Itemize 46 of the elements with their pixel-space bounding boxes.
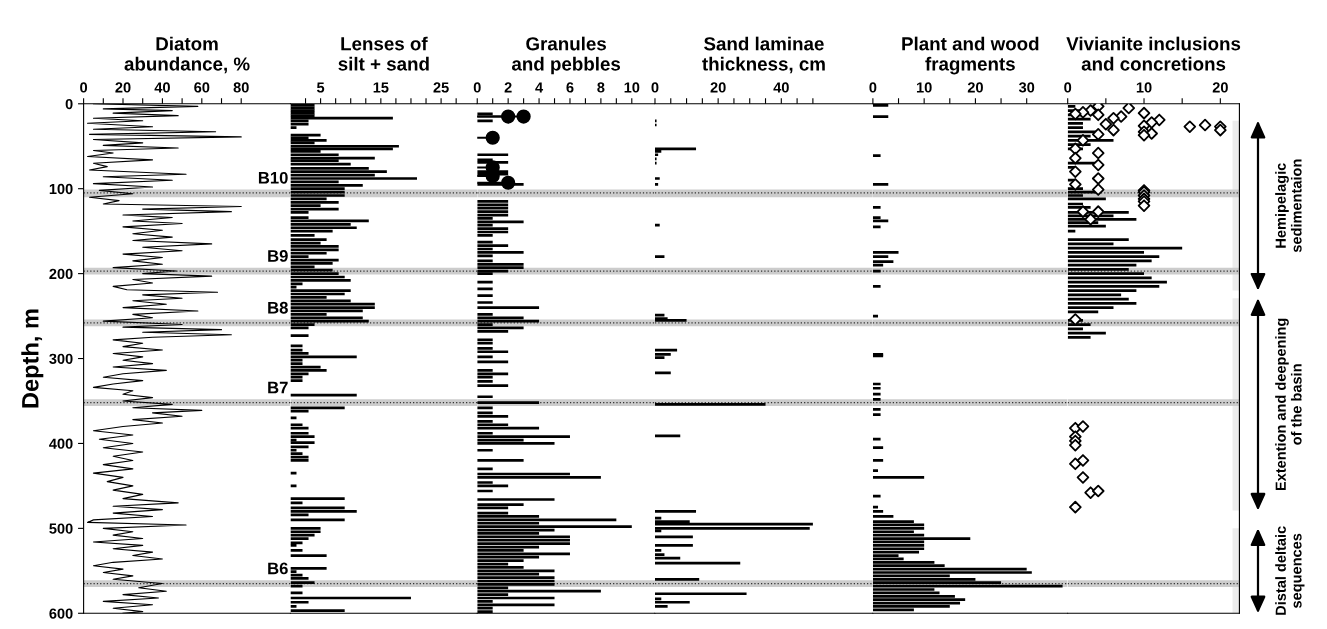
- ref-line-label: B8: [268, 301, 288, 314]
- x-tick-label: 30: [1018, 82, 1035, 93]
- x-tick-label: 8: [597, 82, 605, 93]
- band-label: Distal deltaic sequences: [1275, 526, 1305, 615]
- chart-title: Sand laminae thickness, cm: [702, 36, 825, 74]
- x-tick-label: 0: [80, 82, 88, 93]
- x-tick-label: 10: [1136, 82, 1152, 93]
- x-tick-label: 25: [433, 82, 449, 93]
- x-tick-label: 10: [624, 82, 640, 93]
- x-tick-label: 10: [916, 82, 932, 93]
- x-tick-label: 20: [1212, 82, 1228, 93]
- band-label: Extention and deepening of the basin: [1275, 318, 1302, 491]
- band-label: Hemipelagic sedimentaion: [1275, 159, 1302, 253]
- x-tick-label: 0: [869, 82, 877, 93]
- chart-title: Lenses of silt + sand: [338, 36, 429, 71]
- y-tick-label: 500: [49, 523, 73, 534]
- x-tick-label: 40: [773, 82, 789, 93]
- ref-line-label: B6: [268, 562, 288, 575]
- x-tick-label: 20: [967, 82, 983, 93]
- x-tick-label: 40: [154, 82, 170, 93]
- chart-title: Diatom abundance, %: [124, 36, 250, 74]
- x-tick-label: 0: [1064, 82, 1072, 93]
- y-tick-label: 600: [49, 608, 73, 619]
- chart-title: Granules and pebbles: [511, 36, 621, 75]
- x-tick-label: 20: [115, 82, 131, 93]
- x-tick-label: 20: [710, 82, 726, 93]
- x-tick-label: 60: [194, 82, 210, 93]
- x-tick-label: 15: [373, 82, 389, 93]
- x-tick-label: 6: [566, 82, 574, 93]
- x-tick-label: 0: [651, 82, 659, 93]
- ref-line-label: B10: [258, 171, 288, 184]
- x-tick-label: 5: [316, 82, 325, 93]
- y-tick-label: 300: [49, 353, 73, 364]
- x-tick-label: 80: [233, 82, 249, 93]
- y-tick-label: 100: [49, 183, 73, 195]
- x-tick-label: 2: [504, 82, 512, 93]
- y-tick-label: 0: [65, 98, 73, 110]
- y-axis-title: Depth, m: [21, 309, 44, 408]
- x-tick-label: 4: [535, 82, 544, 93]
- y-tick-label: 400: [49, 438, 73, 449]
- ref-line-label: B7: [268, 381, 288, 394]
- chart-title: Plant and wood fragments: [902, 36, 1039, 75]
- x-tick-label: 0: [473, 82, 481, 93]
- y-tick-label: 200: [49, 268, 73, 280]
- ref-line-label: B9: [268, 250, 288, 262]
- chart-title: Vivianite inclusions and concretions: [1066, 36, 1241, 71]
